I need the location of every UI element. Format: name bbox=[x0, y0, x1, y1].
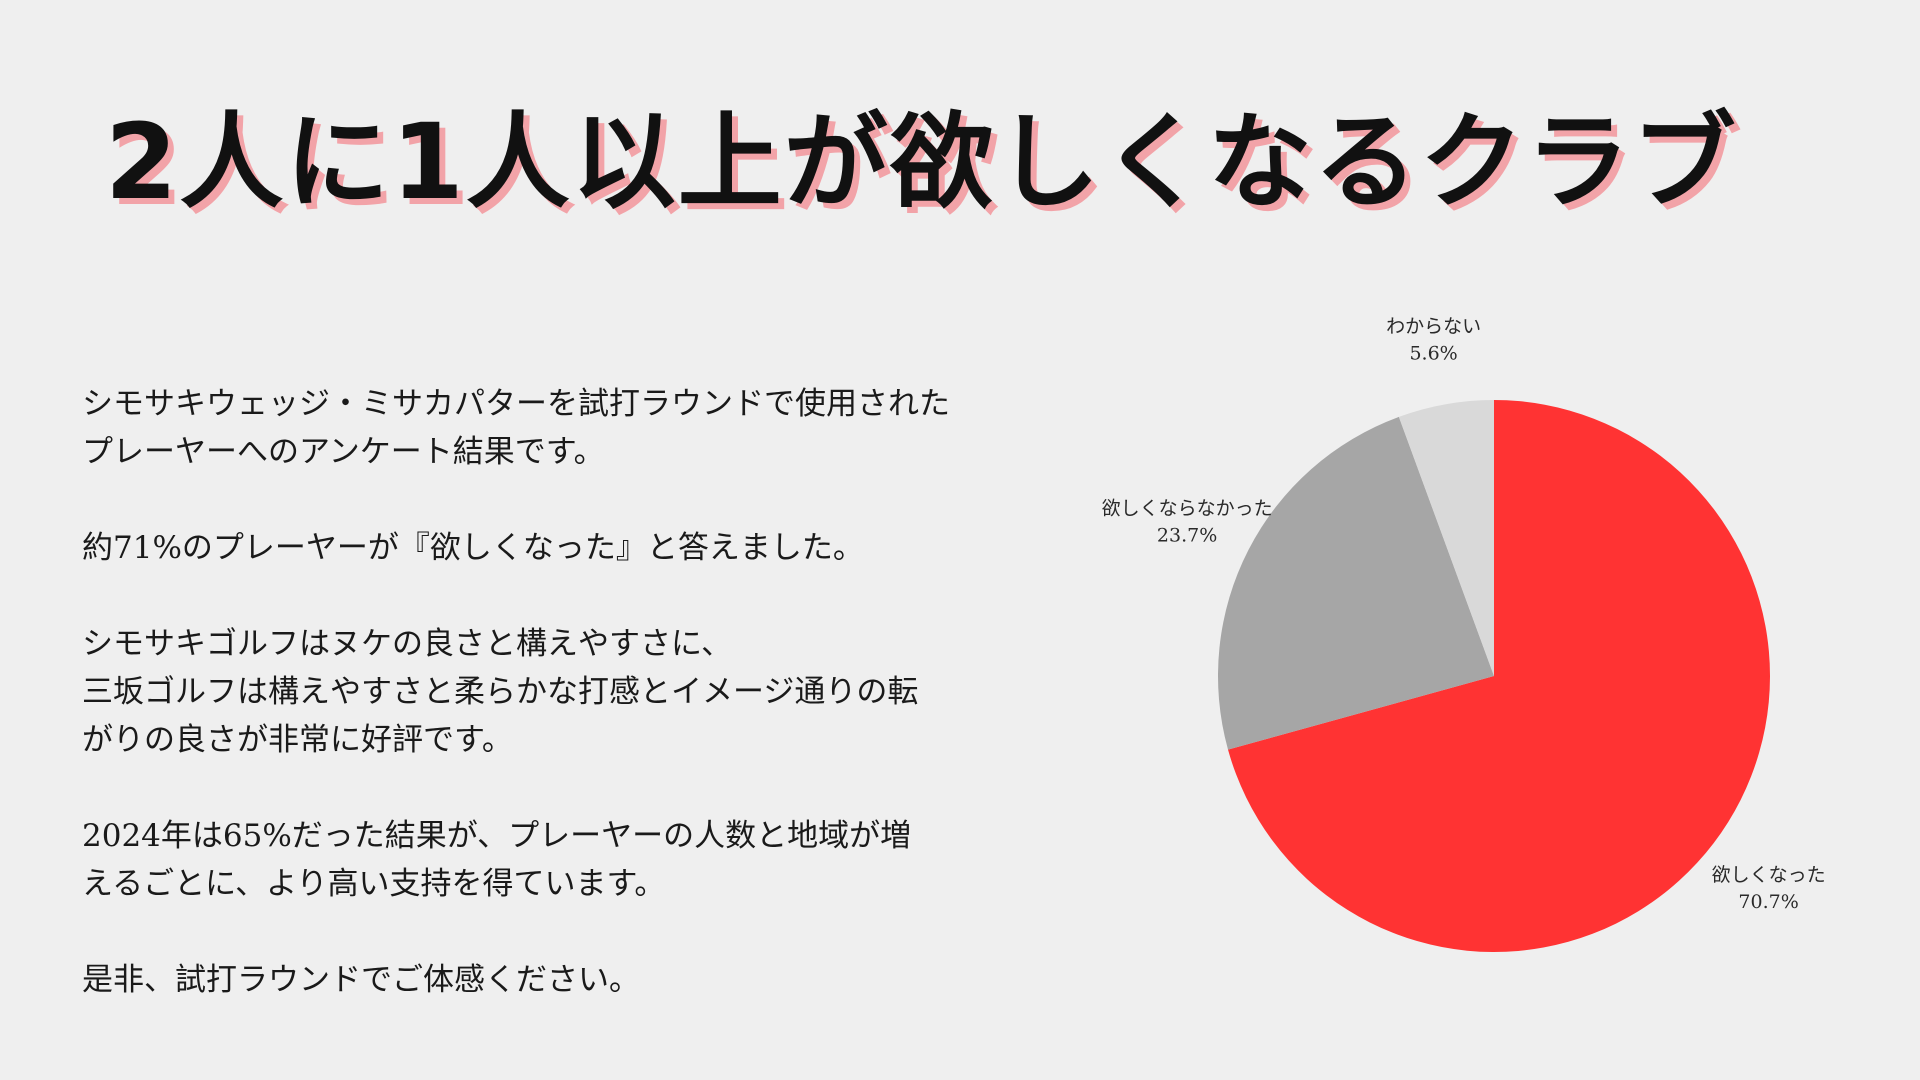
text-line: 2024年は65%だった結果が、プレーヤーの人数と地域が増 bbox=[82, 818, 912, 854]
pie-chart-svg: 欲しくなった 70.7% 欲しくならなかった 23.7% わからない 5.6% bbox=[1102, 315, 1826, 952]
pie-label-0: 欲しくなった bbox=[1712, 864, 1826, 886]
paragraph-survey: シモサキウェッジ・ミサカパターを試打ラウンドで使用された プレーヤーへのアンケー… bbox=[82, 380, 962, 476]
pie-value-label-1: 23.7% bbox=[1157, 524, 1217, 546]
pie-slice-1 bbox=[1218, 416, 1494, 750]
text-line: シモサキゴルフはヌケの良さと構えやすさに、 bbox=[82, 626, 733, 662]
paragraph-result: 約71%のプレーヤーが『欲しくなった』と答えました。 bbox=[82, 524, 962, 572]
paragraph-cta: 是非、試打ラウンドでご体感ください。 bbox=[82, 956, 962, 1004]
text-line: えるごとに、より高い支持を得ています。 bbox=[82, 866, 666, 902]
text-line: がりの良さが非常に好評です。 bbox=[82, 722, 513, 758]
pie-label-2: わからない bbox=[1386, 315, 1481, 337]
description-text: シモサキウェッジ・ミサカパターを試打ラウンドで使用された プレーヤーへのアンケー… bbox=[82, 380, 962, 1004]
text-line: プレーヤーへのアンケート結果です。 bbox=[82, 434, 605, 470]
pie-slice-2 bbox=[1398, 400, 1494, 676]
slide-title: 2人に1人以上が欲しくなるクラブ bbox=[105, 101, 1738, 223]
paragraph-trend: 2024年は65%だった結果が、プレーヤーの人数と地域が増 えるごとに、より高い… bbox=[82, 812, 962, 908]
paragraph-features: シモサキゴルフはヌケの良さと構えやすさに、 三坂ゴルフは構えやすさと柔らかな打感… bbox=[82, 620, 962, 764]
pie-chart: 欲しくなった 70.7% 欲しくならなかった 23.7% わからない 5.6% bbox=[1040, 300, 1860, 1000]
pie-label-1: 欲しくならなかった bbox=[1102, 497, 1273, 519]
text-line: シモサキウェッジ・ミサカパターを試打ラウンドで使用された bbox=[82, 386, 950, 422]
pie-slice-0 bbox=[1228, 400, 1770, 952]
text-line: 三坂ゴルフは構えやすさと柔らかな打感とイメージ通りの転 bbox=[82, 674, 919, 710]
text-line: 是非、試打ラウンドでご体感ください。 bbox=[82, 962, 640, 998]
text-line: 約71%のプレーヤーが『欲しくなった』と答えました。 bbox=[82, 530, 864, 566]
pie-value-label-2: 5.6% bbox=[1409, 342, 1457, 364]
pie-value-label-0: 70.7% bbox=[1738, 891, 1798, 913]
